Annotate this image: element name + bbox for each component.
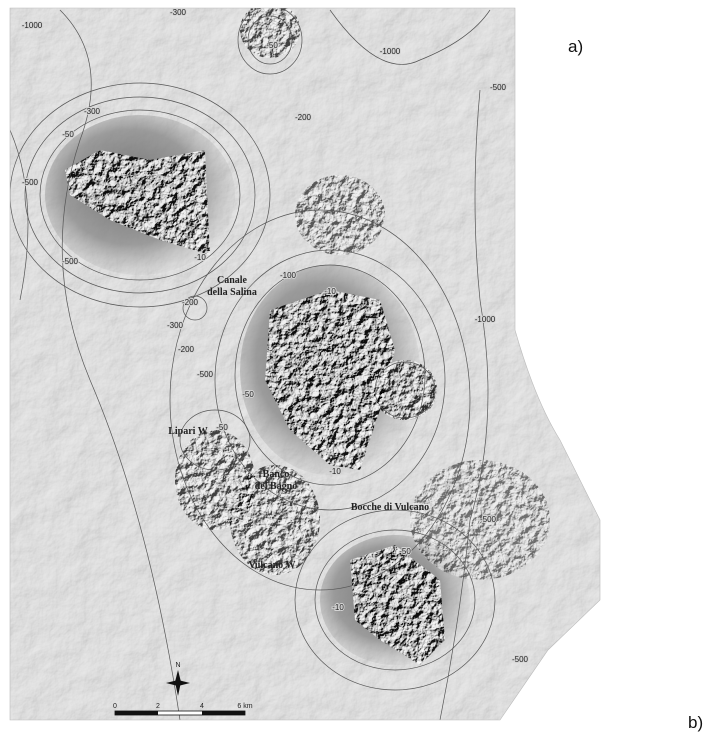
contour-label: -50: [399, 547, 411, 556]
contour-label: -1000: [22, 21, 43, 30]
contour-label: -200: [295, 113, 312, 122]
contour-label: -500: [480, 515, 497, 524]
place-name: Lipari W: [168, 426, 208, 437]
contour-label: -100: [280, 271, 297, 280]
contour-label: -500: [197, 370, 214, 379]
scale-label: 6 km: [237, 703, 252, 710]
contour-label: -1000: [475, 315, 496, 324]
contour-label: -500: [512, 655, 529, 664]
page: { "panel_labels": {"a": "a)", "b": "b)"}…: [0, 0, 720, 740]
contour-label: -200: [178, 345, 195, 354]
place-name-line: Banco: [263, 469, 290, 480]
contour-label: -10: [324, 287, 336, 296]
contour-label: -10: [194, 253, 206, 262]
contour-label: -500: [22, 178, 39, 187]
contour-label: -500: [490, 83, 507, 92]
scale-label: 4: [200, 703, 204, 710]
place-name-line: del Bagno: [255, 481, 298, 492]
place-name-line: Bocche di Vulcano: [351, 502, 429, 513]
place-name-line: Canale: [217, 275, 248, 286]
panel-label: a): [568, 37, 583, 56]
contour-label: -50: [216, 423, 228, 432]
scale-label: 2: [156, 703, 160, 710]
contour-label: -500: [62, 257, 79, 266]
panel-label: b): [688, 713, 703, 732]
north-label: N: [175, 662, 180, 669]
contour-label: -300: [167, 321, 184, 330]
place-name-line: Vulcano W: [249, 560, 296, 571]
map-figure: a) b) N 0 2 4 6 km Canaledella Salina Lipari…: [0, 0, 720, 740]
contour-label: -300: [170, 8, 187, 17]
contour-label: -50: [62, 130, 74, 139]
contour-label: -300: [84, 107, 101, 116]
contour-label: -10: [329, 467, 341, 476]
contour-label: -1000: [380, 47, 401, 56]
place-name: Bocche di Vulcano: [351, 502, 429, 513]
scale-label: 0: [113, 703, 117, 710]
place-name-line: della Salina: [207, 287, 257, 298]
place-name-line: Lipari W: [168, 426, 208, 437]
contour-label: -50: [266, 41, 278, 50]
place-name: Vulcano W: [249, 560, 296, 571]
contour-label: -50: [242, 390, 254, 399]
contour-label: -200: [182, 298, 199, 307]
contour-label: -10: [332, 603, 344, 612]
